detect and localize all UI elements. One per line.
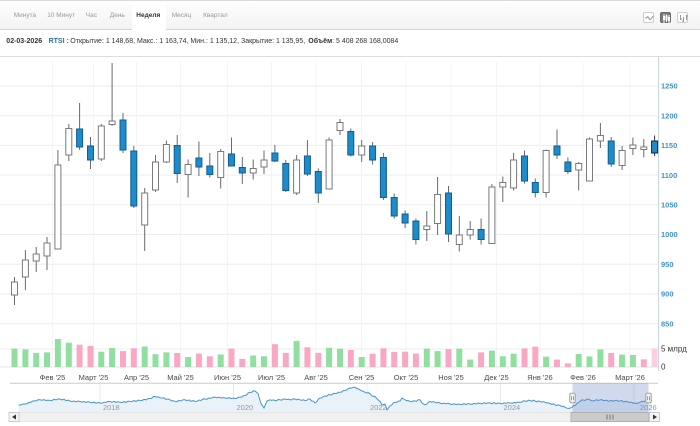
svg-text:Март '26: Март '26 <box>615 373 645 382</box>
svg-text:1000: 1000 <box>661 230 678 239</box>
svg-text:Авг '25: Авг '25 <box>304 373 328 382</box>
svg-text:1200: 1200 <box>661 111 678 120</box>
svg-text:Ноя '25: Ноя '25 <box>438 373 464 382</box>
svg-text:Фев '26: Фев '26 <box>570 373 596 382</box>
svg-text:Сен '25: Сен '25 <box>349 373 375 382</box>
svg-text:850: 850 <box>661 319 674 328</box>
svg-text:1050: 1050 <box>661 201 678 210</box>
svg-text:1250: 1250 <box>661 82 678 91</box>
svg-text:2026: 2026 <box>640 403 657 412</box>
svg-text:Июл '25: Июл '25 <box>258 373 285 382</box>
svg-text:2018: 2018 <box>103 403 120 412</box>
svg-text:2022: 2022 <box>370 403 387 412</box>
svg-text:900: 900 <box>661 290 674 299</box>
svg-text:Март '25: Март '25 <box>79 373 109 382</box>
svg-text:Янв '26: Янв '26 <box>527 373 552 382</box>
svg-text:Апр '25: Апр '25 <box>124 373 149 382</box>
svg-text:2024: 2024 <box>504 403 521 412</box>
svg-text:2020: 2020 <box>237 403 254 412</box>
svg-text:5 млрд: 5 млрд <box>661 345 687 354</box>
svg-text:1150: 1150 <box>661 141 677 150</box>
svg-text:950: 950 <box>661 260 674 269</box>
svg-text:0: 0 <box>661 363 666 372</box>
svg-text:Июн '25: Июн '25 <box>214 373 241 382</box>
svg-text:Фев '25: Фев '25 <box>40 373 66 382</box>
svg-text:1100: 1100 <box>661 171 677 180</box>
svg-text:Дек '25: Дек '25 <box>484 373 508 382</box>
svg-text:Окт '25: Окт '25 <box>394 373 419 382</box>
svg-text:Май '25: Май '25 <box>167 373 194 382</box>
